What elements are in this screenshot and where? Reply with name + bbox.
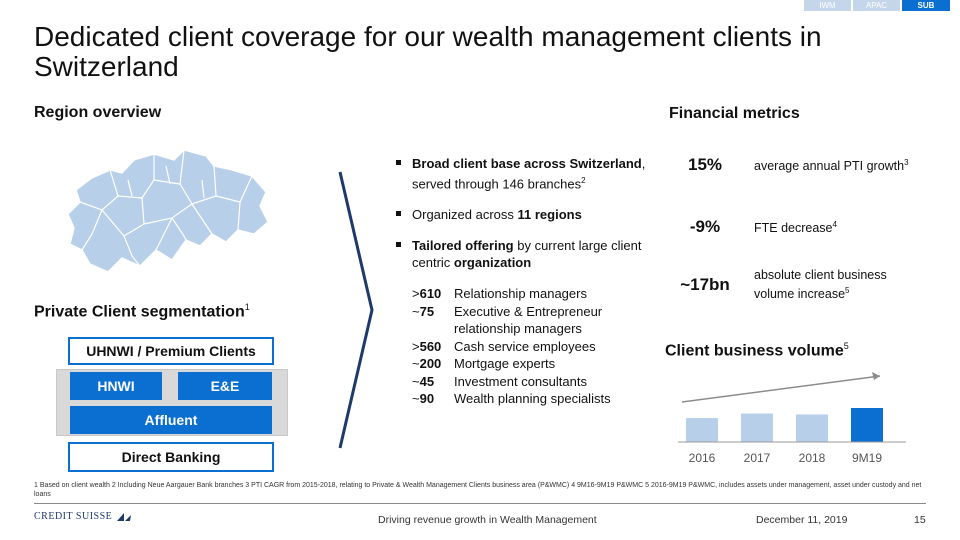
- metric-value: 15%: [687, 155, 723, 174]
- section-tabs: IWM APAC SUB: [804, 0, 950, 11]
- segment-direct-banking: Direct Banking: [68, 442, 274, 472]
- bar-9M19: [851, 408, 883, 442]
- stat-row: >560 Cash service employees: [412, 338, 596, 354]
- bullet-regions: Organized across 11 regions: [396, 206, 646, 223]
- switzerland-map: [67, 149, 269, 273]
- tab-apac[interactable]: APAC: [853, 0, 900, 11]
- switzerland-outline: [67, 149, 269, 273]
- x-tick-label: 2018: [799, 451, 826, 465]
- tab-sub[interactable]: SUB: [902, 0, 950, 11]
- credit-suisse-logo: CREDIT SUISSE: [34, 511, 132, 522]
- chart-heading: Client business volume5: [665, 341, 849, 360]
- bullet-list: Broad client base across Switzerland, se…: [396, 155, 646, 408]
- metric-fte-decrease: -9% FTE decrease4: [668, 207, 938, 247]
- metric-pti-growth: 15% average annual PTI growth3: [668, 145, 938, 185]
- region-overview-heading: Region overview: [34, 104, 162, 121]
- bar-2017: [741, 413, 773, 442]
- stat-row: ~45 Investment consultants: [412, 373, 587, 389]
- segment-ee: E&E: [178, 372, 272, 400]
- page-title: Dedicated client coverage for our wealth…: [34, 21, 822, 82]
- staff-stats: >610 Relationship managers ~75 Executive &…: [412, 285, 646, 408]
- metric-volume-increase: ~17bn absolute client business volume in…: [668, 265, 938, 305]
- footer-date: December 11, 2019: [756, 514, 848, 526]
- trend-arrow: [681, 372, 881, 403]
- chevron-right-icon: [338, 171, 374, 449]
- footnotes: 1 Based on client wealth 2 Including Neu…: [34, 482, 922, 498]
- stat-row: ~200 Mortgage experts: [412, 356, 556, 372]
- segment-uhnwi: UHNWI / Premium Clients: [68, 337, 274, 365]
- bar-2018: [796, 414, 828, 442]
- sails-icon: [117, 512, 132, 521]
- metric-value: ~17bn: [680, 275, 730, 294]
- metric-description: FTE decrease4: [754, 220, 837, 236]
- bullet-tailored-offering: Tailored offering by current large clien…: [396, 237, 646, 271]
- footer-page-number: 15: [914, 514, 926, 526]
- stat-row: >610 Relationship managers: [412, 286, 587, 302]
- stat-row: ~90 Wealth planning specialists: [412, 391, 611, 407]
- bar-2016: [686, 418, 718, 442]
- x-tick-label: 2017: [744, 451, 771, 465]
- metric-value: -9%: [689, 217, 721, 236]
- metric-description: absolute client business volume increase…: [754, 268, 887, 302]
- stat-row: ~75 Executive & Entrepreneur relationship…: [412, 303, 603, 337]
- region-borders: [79, 149, 253, 267]
- footer-divider: [34, 503, 926, 504]
- x-tick-label: 2016: [689, 451, 716, 465]
- financial-metrics-heading: Financial metrics: [669, 105, 800, 122]
- client-volume-chart: 2016 2017 2018 9M19: [678, 372, 906, 465]
- footer-presentation-title: Driving revenue growth in Wealth Managem…: [378, 514, 597, 526]
- x-tick-label: 9M19: [852, 451, 882, 465]
- metric-description: average annual PTI growth3: [754, 158, 909, 174]
- segment-affluent: Affluent: [70, 406, 272, 434]
- segmentation-heading: Private Client segmentation1: [34, 302, 250, 321]
- bullet-client-base: Broad client base across Switzerland, se…: [396, 155, 646, 192]
- segment-hnwi: HNWI: [70, 372, 162, 400]
- tab-iwm[interactable]: IWM: [804, 0, 851, 11]
